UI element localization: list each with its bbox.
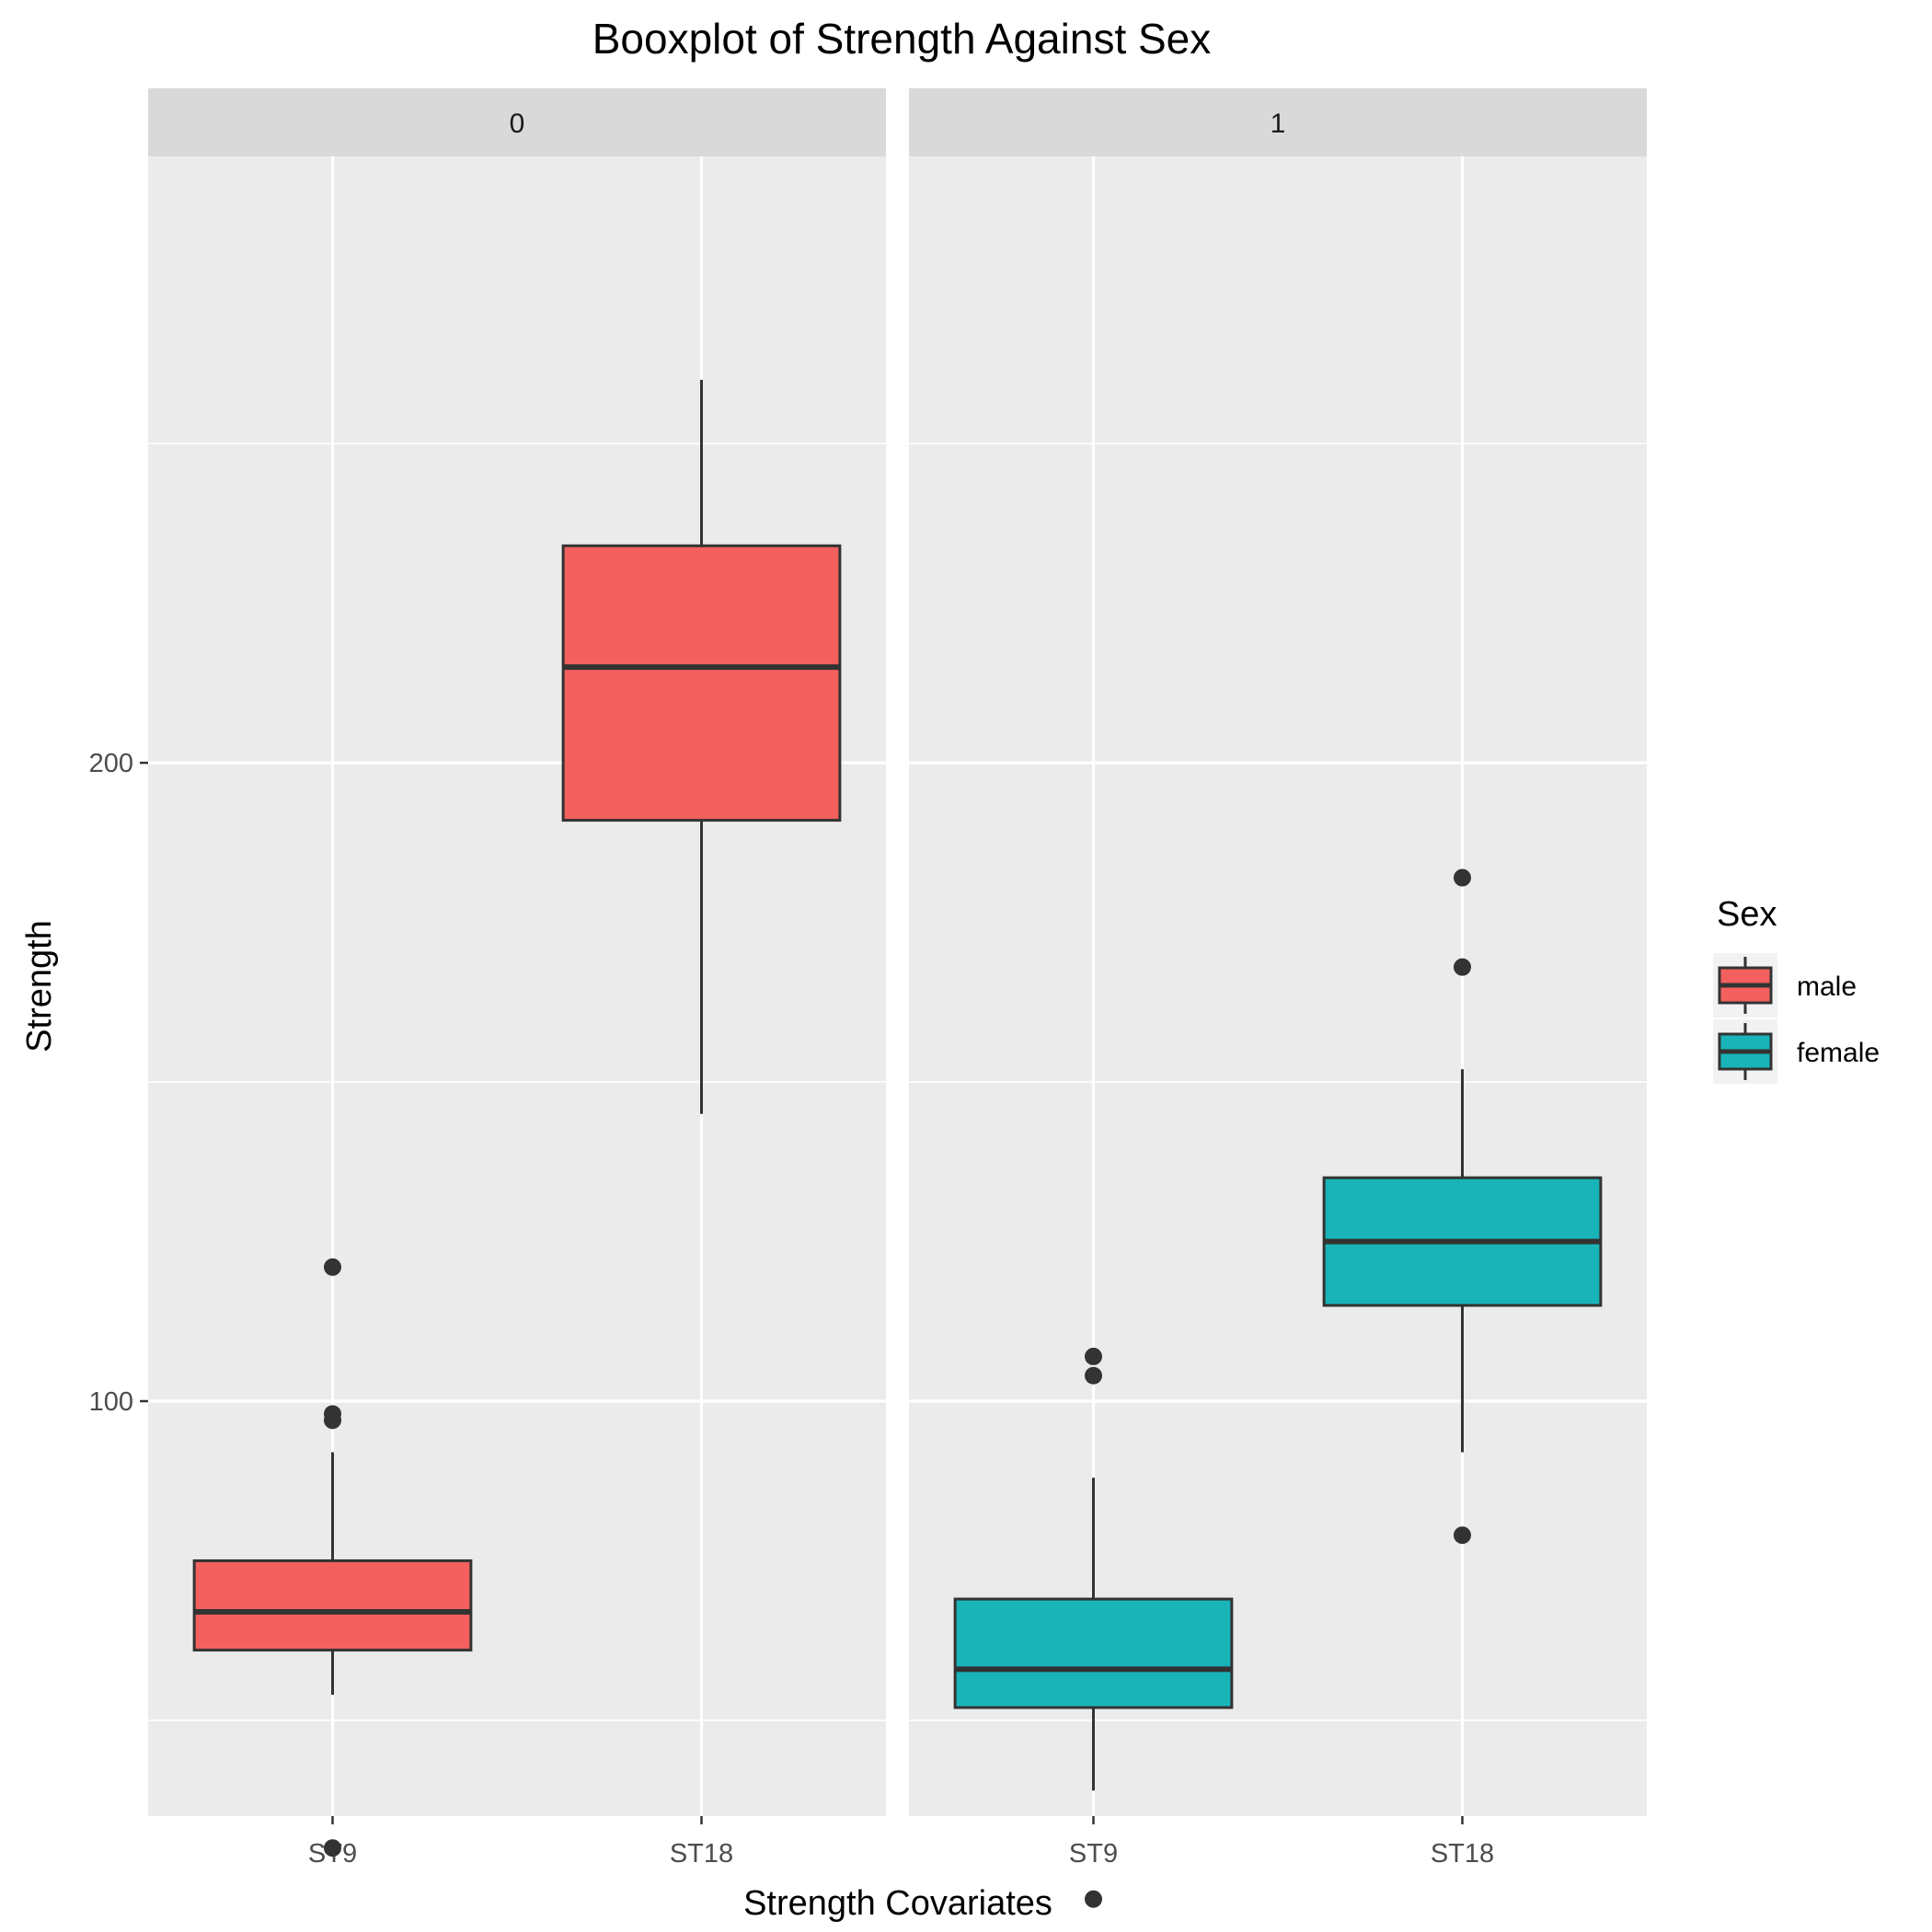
legend-label: male	[1797, 972, 1857, 1002]
facet-strip-label: 1	[1271, 109, 1286, 139]
facet-panel-1: 1 ST9 ST18	[909, 88, 1647, 1908]
x-axis-title: Strength Covariates	[743, 1884, 1052, 1923]
facet-strip	[909, 88, 1647, 156]
legend-title: Sex	[1717, 895, 1777, 934]
outlier-point	[324, 1839, 341, 1857]
y-tick-label: 200	[89, 749, 133, 778]
outlier-point	[1085, 1347, 1102, 1365]
outlier-point	[1085, 1366, 1102, 1385]
outlier-point	[324, 1405, 341, 1423]
legend-entry-female: female	[1713, 1019, 1880, 1084]
box-ST18-female	[1322, 868, 1603, 1545]
box-ST9-male	[192, 1258, 473, 1857]
outlier-point	[324, 1258, 341, 1276]
outlier-point	[1085, 1890, 1102, 1908]
facet-strip-label: 0	[510, 109, 525, 139]
outlier-point	[1454, 1526, 1471, 1545]
x-tick-label: ST18	[670, 1839, 733, 1869]
facet-panel-0: 0ST9ST18	[148, 88, 886, 1869]
facet-strip	[148, 88, 886, 156]
x-tick-label: ST18	[1431, 1839, 1494, 1869]
box-ST18-male	[561, 379, 842, 1114]
legend-label: female	[1797, 1038, 1880, 1068]
panel-background	[909, 156, 1647, 1816]
x-tick-label: ST9	[1069, 1839, 1118, 1869]
chart-title: Booxplot of Strength Against Sex	[592, 15, 1212, 63]
outlier-point	[1454, 868, 1471, 887]
y-axis: 100 200	[89, 749, 148, 1417]
legend: Sex male female	[1713, 895, 1880, 1084]
box-body	[192, 1558, 473, 1652]
y-tick-label: 100	[89, 1387, 133, 1417]
box-ST9-female	[953, 1347, 1234, 1908]
box-body	[953, 1597, 1234, 1709]
facet-panels: 0ST9ST18 1 ST9 ST18	[148, 88, 1647, 1908]
legend-entry-male: male	[1713, 953, 1857, 1018]
outlier-point	[1454, 958, 1471, 976]
y-axis-title: Strength	[20, 920, 59, 1052]
box-body	[561, 544, 842, 822]
panel-background	[148, 156, 886, 1816]
